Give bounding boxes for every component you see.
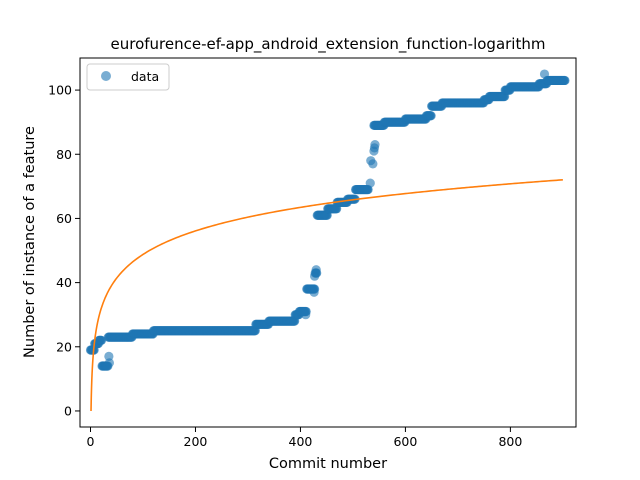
chart-title: eurofurence-ef-app_android_extension_fun…	[111, 35, 546, 54]
y-tick-label: 80	[56, 147, 72, 162]
plot-area	[85, 69, 570, 371]
data-point	[311, 265, 321, 275]
y-tick-label: 60	[56, 211, 72, 226]
legend-label-data: data	[131, 69, 159, 84]
data-point	[104, 358, 114, 368]
data-point	[96, 335, 107, 345]
x-tick-label: 0	[87, 434, 95, 449]
data-point	[539, 69, 550, 79]
legend-box	[86, 63, 170, 91]
y-axis-label: Number of instance of a feature	[22, 126, 38, 358]
x-tick-label: 400	[289, 434, 313, 449]
y-tick-label: 40	[56, 275, 72, 290]
y-tick-label: 100	[48, 83, 72, 98]
legend: data	[86, 63, 170, 91]
data-point	[426, 111, 436, 121]
x-tick-label: 600	[393, 434, 417, 449]
fit-layer	[90, 179, 563, 411]
axes-layer: 0 200 400 600 800 0 20 40 60 80 100	[48, 57, 577, 449]
data-point	[309, 287, 319, 297]
data-point	[365, 178, 375, 188]
x-tick-label: 800	[498, 434, 522, 449]
x-axis-label: Commit number	[269, 456, 387, 472]
y-tick-label: 0	[64, 403, 72, 418]
fit-line	[90, 179, 563, 411]
legend-marker-data	[101, 71, 111, 81]
x-tick-label: 200	[184, 434, 208, 449]
data-point	[301, 310, 311, 320]
data-point	[368, 159, 378, 169]
data-point	[560, 75, 570, 86]
data-point	[370, 140, 380, 150]
axes-frame	[79, 57, 577, 428]
y-tick-label: 20	[56, 339, 72, 354]
